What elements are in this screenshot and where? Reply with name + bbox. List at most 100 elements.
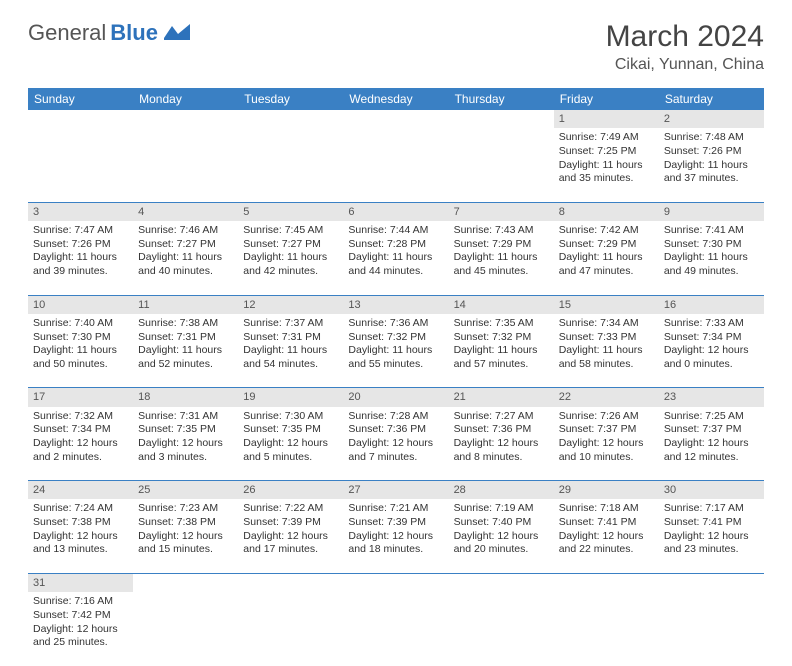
day-content-row: Sunrise: 7:32 AMSunset: 7:34 PMDaylight:…: [28, 407, 764, 481]
day2-text: and 17 minutes.: [243, 543, 338, 557]
day-cell: Sunrise: 7:24 AMSunset: 7:38 PMDaylight:…: [28, 499, 133, 573]
day1-text: Daylight: 12 hours: [559, 437, 654, 451]
day2-text: and 0 minutes.: [664, 358, 759, 372]
day-cell: Sunrise: 7:34 AMSunset: 7:33 PMDaylight:…: [554, 314, 659, 388]
day1-text: Daylight: 12 hours: [559, 530, 654, 544]
day2-text: and 55 minutes.: [348, 358, 443, 372]
day-number: 7: [449, 202, 554, 221]
day1-text: Daylight: 12 hours: [348, 530, 443, 544]
day-number: [554, 573, 659, 592]
day2-text: and 18 minutes.: [348, 543, 443, 557]
sunrise-text: Sunrise: 7:30 AM: [243, 410, 338, 424]
day1-text: Daylight: 12 hours: [33, 623, 128, 637]
day1-text: Daylight: 11 hours: [243, 251, 338, 265]
day-cell: [238, 592, 343, 666]
day2-text: and 45 minutes.: [454, 265, 549, 279]
sunset-text: Sunset: 7:25 PM: [559, 145, 654, 159]
day-cell: Sunrise: 7:33 AMSunset: 7:34 PMDaylight:…: [659, 314, 764, 388]
day-cell: Sunrise: 7:31 AMSunset: 7:35 PMDaylight:…: [133, 407, 238, 481]
day1-text: Daylight: 12 hours: [664, 344, 759, 358]
day-cell: [449, 128, 554, 202]
calendar-body: 12Sunrise: 7:49 AMSunset: 7:25 PMDayligh…: [28, 110, 764, 666]
day-number-row: 24252627282930: [28, 481, 764, 500]
sunrise-text: Sunrise: 7:18 AM: [559, 502, 654, 516]
day2-text: and 25 minutes.: [33, 636, 128, 650]
sunrise-text: Sunrise: 7:36 AM: [348, 317, 443, 331]
day1-text: Daylight: 11 hours: [454, 251, 549, 265]
day-cell: Sunrise: 7:19 AMSunset: 7:40 PMDaylight:…: [449, 499, 554, 573]
location: Cikai, Yunnan, China: [606, 56, 764, 74]
day1-text: Daylight: 12 hours: [33, 530, 128, 544]
day1-text: Daylight: 12 hours: [664, 530, 759, 544]
sunrise-text: Sunrise: 7:46 AM: [138, 224, 233, 238]
sunset-text: Sunset: 7:31 PM: [243, 331, 338, 345]
sunset-text: Sunset: 7:41 PM: [559, 516, 654, 530]
day-cell: Sunrise: 7:48 AMSunset: 7:26 PMDaylight:…: [659, 128, 764, 202]
day-number: 11: [133, 295, 238, 314]
day-cell: [28, 128, 133, 202]
sunset-text: Sunset: 7:35 PM: [138, 423, 233, 437]
day1-text: Daylight: 11 hours: [33, 251, 128, 265]
day-number: 3: [28, 202, 133, 221]
day2-text: and 23 minutes.: [664, 543, 759, 557]
day2-text: and 20 minutes.: [454, 543, 549, 557]
day-number: 2: [659, 110, 764, 128]
day1-text: Daylight: 11 hours: [664, 251, 759, 265]
day-number: [343, 573, 448, 592]
day-cell: Sunrise: 7:40 AMSunset: 7:30 PMDaylight:…: [28, 314, 133, 388]
day-number: 16: [659, 295, 764, 314]
weekday-header: Monday: [133, 88, 238, 110]
sunset-text: Sunset: 7:34 PM: [33, 423, 128, 437]
sunset-text: Sunset: 7:37 PM: [559, 423, 654, 437]
day-content-row: Sunrise: 7:49 AMSunset: 7:25 PMDaylight:…: [28, 128, 764, 202]
day-content-row: Sunrise: 7:40 AMSunset: 7:30 PMDaylight:…: [28, 314, 764, 388]
sunset-text: Sunset: 7:29 PM: [454, 238, 549, 252]
sunset-text: Sunset: 7:39 PM: [348, 516, 443, 530]
brand-part1: General: [28, 20, 106, 46]
day2-text: and 54 minutes.: [243, 358, 338, 372]
day-number-row: 12: [28, 110, 764, 128]
day-cell: [659, 592, 764, 666]
day2-text: and 7 minutes.: [348, 451, 443, 465]
sunset-text: Sunset: 7:28 PM: [348, 238, 443, 252]
day2-text: and 47 minutes.: [559, 265, 654, 279]
sunrise-text: Sunrise: 7:45 AM: [243, 224, 338, 238]
day-number: 10: [28, 295, 133, 314]
sunset-text: Sunset: 7:30 PM: [33, 331, 128, 345]
weekday-header: Tuesday: [238, 88, 343, 110]
day1-text: Daylight: 11 hours: [138, 344, 233, 358]
sunrise-text: Sunrise: 7:23 AM: [138, 502, 233, 516]
day-number-row: 31: [28, 573, 764, 592]
day-cell: Sunrise: 7:25 AMSunset: 7:37 PMDaylight:…: [659, 407, 764, 481]
sunset-text: Sunset: 7:29 PM: [559, 238, 654, 252]
day2-text: and 44 minutes.: [348, 265, 443, 279]
day1-text: Daylight: 11 hours: [243, 344, 338, 358]
sunrise-text: Sunrise: 7:49 AM: [559, 131, 654, 145]
day-number: [343, 110, 448, 128]
day-number: 17: [28, 388, 133, 407]
day1-text: Daylight: 11 hours: [138, 251, 233, 265]
sunset-text: Sunset: 7:27 PM: [243, 238, 338, 252]
day-cell: Sunrise: 7:21 AMSunset: 7:39 PMDaylight:…: [343, 499, 448, 573]
month-title: March 2024: [606, 20, 764, 54]
day-cell: Sunrise: 7:43 AMSunset: 7:29 PMDaylight:…: [449, 221, 554, 295]
day-cell: Sunrise: 7:35 AMSunset: 7:32 PMDaylight:…: [449, 314, 554, 388]
day2-text: and 2 minutes.: [33, 451, 128, 465]
header: GeneralBlue March 2024 Cikai, Yunnan, Ch…: [28, 20, 764, 74]
day2-text: and 58 minutes.: [559, 358, 654, 372]
day-number: 1: [554, 110, 659, 128]
sunset-text: Sunset: 7:26 PM: [664, 145, 759, 159]
day-number: 24: [28, 481, 133, 500]
day-cell: Sunrise: 7:26 AMSunset: 7:37 PMDaylight:…: [554, 407, 659, 481]
day-number: [238, 110, 343, 128]
day-cell: Sunrise: 7:41 AMSunset: 7:30 PMDaylight:…: [659, 221, 764, 295]
weekday-header: Wednesday: [343, 88, 448, 110]
day-cell: Sunrise: 7:16 AMSunset: 7:42 PMDaylight:…: [28, 592, 133, 666]
day2-text: and 22 minutes.: [559, 543, 654, 557]
sunset-text: Sunset: 7:31 PM: [138, 331, 233, 345]
day-number: 25: [133, 481, 238, 500]
day-number: 5: [238, 202, 343, 221]
day-content-row: Sunrise: 7:47 AMSunset: 7:26 PMDaylight:…: [28, 221, 764, 295]
day-number: 28: [449, 481, 554, 500]
day1-text: Daylight: 12 hours: [454, 530, 549, 544]
